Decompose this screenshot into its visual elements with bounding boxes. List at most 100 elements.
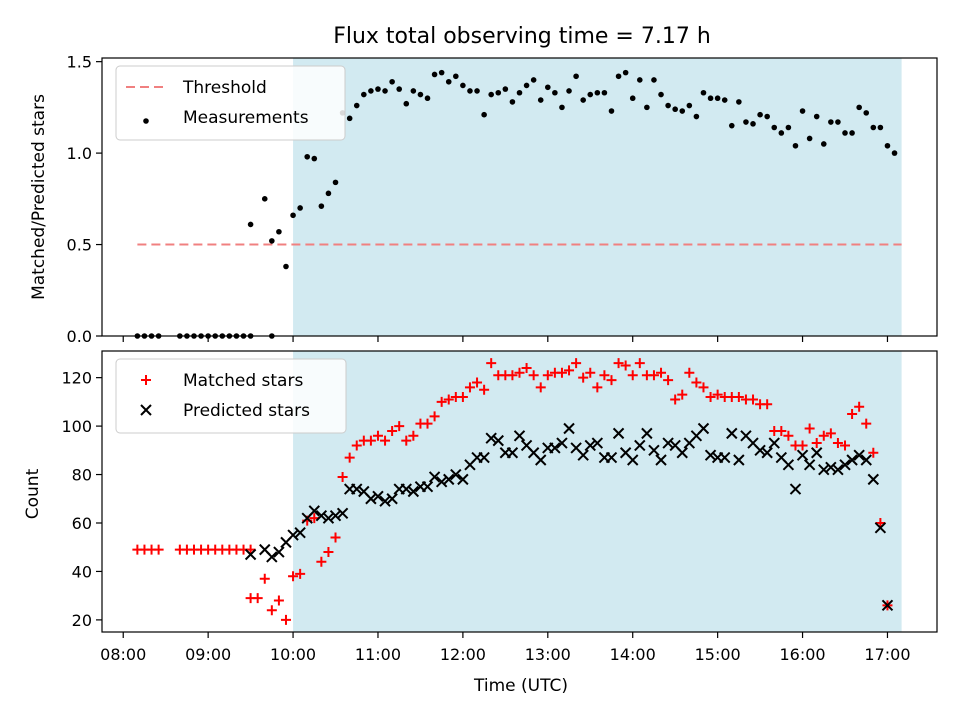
measurement-point [813, 113, 820, 120]
y-tick-label: 40 [72, 562, 92, 581]
predicted-star-point [605, 451, 618, 464]
matched-star-point [259, 573, 270, 584]
predicted-star-point [443, 473, 455, 486]
measurement-point [460, 82, 466, 89]
matched-star-point [599, 370, 610, 381]
matched-star-point [733, 392, 744, 403]
measurement-point [636, 77, 643, 83]
x-tick-label: 17:00 [864, 645, 910, 664]
matched-star-point [762, 399, 773, 410]
matched-star-point [521, 362, 532, 373]
measurement-point [438, 69, 445, 76]
measurement-point [523, 82, 530, 89]
matched-star-point [691, 377, 702, 388]
observing-span [293, 351, 902, 632]
matched-star-point [507, 370, 518, 381]
matched-star-point [280, 614, 291, 625]
legend-measurement-swatch [143, 118, 149, 124]
x-tick-label: 10:00 [270, 645, 316, 664]
measurement-point [580, 97, 586, 103]
matched-star-point [776, 425, 787, 436]
y-tick-label: 1.5 [67, 53, 92, 72]
measurement-point [488, 91, 494, 98]
measurement-point [856, 104, 862, 111]
measurement-point [325, 190, 332, 197]
x-tick-label: 08:00 [100, 645, 146, 664]
measurement-point [283, 263, 289, 270]
measurement-point [700, 89, 707, 96]
measurement-point [269, 238, 275, 244]
matched-star-point [394, 421, 405, 432]
measurement-point [849, 130, 855, 136]
predicted-star-point [825, 461, 837, 473]
measurement-point [728, 122, 735, 129]
measurement-point [530, 77, 537, 83]
predicted-star-point [400, 483, 412, 495]
matched-star-point [337, 471, 348, 482]
predicted-star-point [372, 490, 384, 503]
matched-star-point [443, 394, 454, 405]
predicted-star-point [421, 480, 434, 493]
measurement-point [594, 89, 601, 96]
matched-star-point [592, 382, 603, 393]
predicted-star-point [556, 437, 568, 449]
measurement-point [863, 110, 870, 116]
matched-star-point [634, 358, 645, 369]
measurement-point [297, 205, 303, 211]
measurement-point [474, 88, 480, 94]
x-axis-label: Time (UTC) [473, 676, 568, 696]
measurement-point [424, 95, 431, 102]
matched-star-point [656, 367, 667, 378]
predicted-star-point [287, 529, 299, 541]
predicted-star-point [365, 493, 377, 505]
measurement-point [382, 88, 388, 94]
predicted-star-point [761, 447, 773, 459]
predicted-star-point [874, 522, 887, 534]
predicted-star-point [273, 546, 285, 558]
matched-star-point [797, 440, 808, 451]
measurement-point [445, 78, 452, 85]
matched-star-point [387, 425, 398, 436]
predicted-star-point [428, 471, 441, 483]
legend-label: Threshold [182, 78, 267, 98]
predicted-star-point [796, 449, 809, 461]
matched-star-point [535, 382, 546, 393]
top-y-axis-label: Matched/Predicted stars [29, 94, 49, 300]
measurement-point [375, 86, 381, 92]
measurement-point [679, 108, 686, 114]
matched-star-point [868, 447, 879, 458]
x-tick-label: 11:00 [355, 645, 401, 664]
matched-star-point [273, 595, 284, 606]
predicted-star-point [535, 454, 547, 466]
predicted-star-point [789, 483, 802, 495]
chart-title: Flux total observing time = 7.17 h [333, 24, 711, 49]
x-tick-label: 12:00 [440, 645, 486, 664]
predicted-star-point [591, 437, 604, 449]
measurement-point [495, 89, 502, 96]
measurement-point [361, 91, 367, 98]
measurement-point [806, 135, 813, 142]
matched-star-point [436, 396, 447, 407]
measurement-point [736, 99, 742, 105]
predicted-star-point [266, 551, 278, 563]
matched-star-point [464, 382, 475, 393]
measurement-point [276, 228, 282, 235]
measurement-point [778, 130, 785, 136]
measurement-point [877, 124, 884, 131]
measurement-point [714, 95, 721, 102]
measurement-point [368, 88, 374, 94]
legend-box [115, 358, 347, 434]
matched-star-point [571, 358, 582, 369]
legend-label: Predicted stars [183, 401, 310, 421]
predicted-star-point [818, 463, 830, 476]
measurement-point [453, 73, 459, 80]
measurement-point [820, 141, 827, 147]
predicted-star-point [329, 510, 342, 522]
matched-star-point [288, 571, 299, 582]
predicted-star-point [563, 422, 575, 435]
matched-star-point [825, 428, 836, 439]
y-tick-label: 0.0 [67, 327, 92, 346]
measurement-point [721, 97, 728, 103]
predicted-star-point [513, 430, 526, 442]
